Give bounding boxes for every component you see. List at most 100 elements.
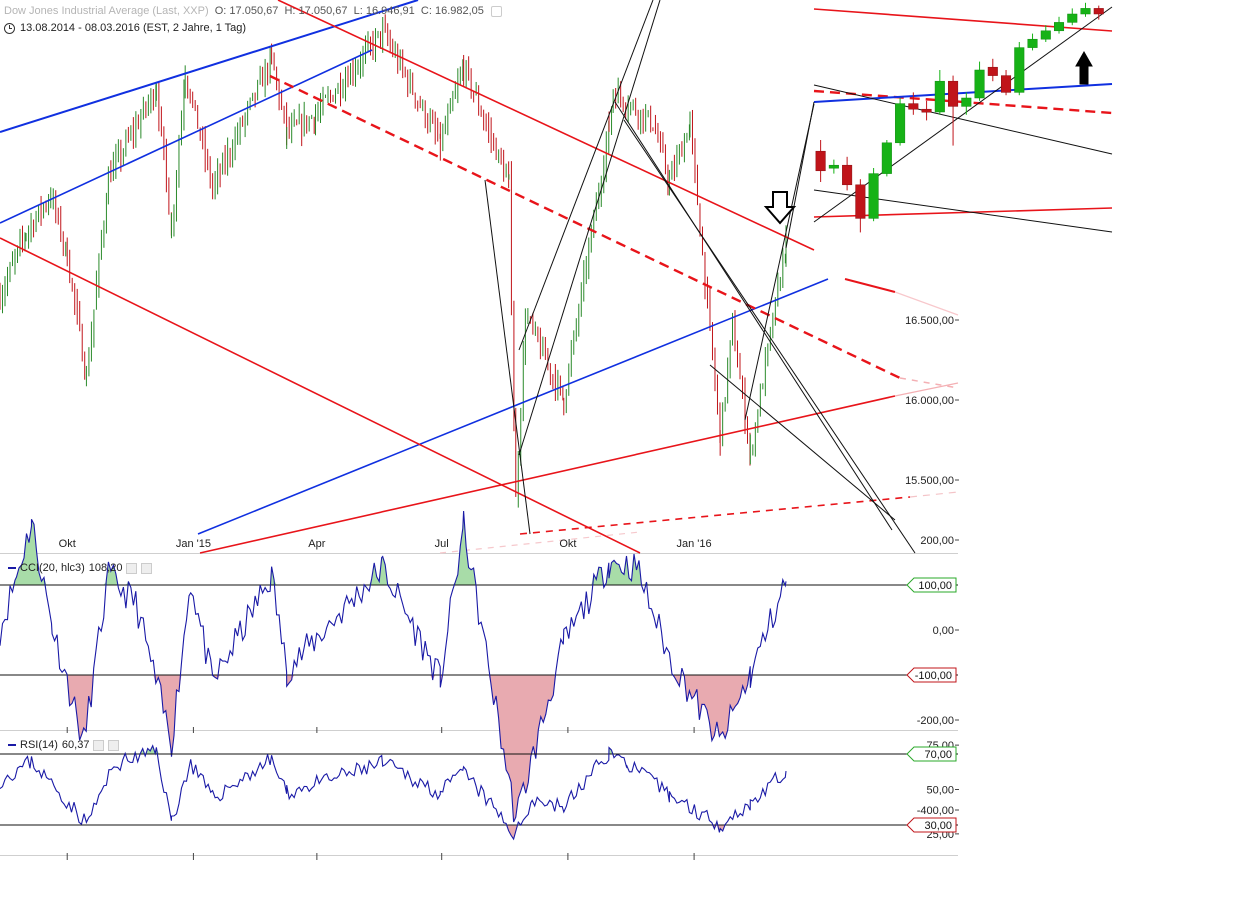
cci-value: 108,20 <box>88 562 123 574</box>
rsi-legend: RSI(14) 60,37 <box>8 739 120 751</box>
inset-candle <box>1054 22 1065 32</box>
cci-legend: CCI(20, hlc3) 108,20 <box>8 562 153 574</box>
inset-candle <box>1080 8 1091 15</box>
cci-label: CCI(20, hlc3) <box>20 562 85 574</box>
cci-lower-level-box: -100,00 <box>906 667 957 683</box>
inset-black-line <box>813 84 1113 155</box>
red-dashed-support-line-faded <box>909 491 959 498</box>
x-axis-label: Apr <box>308 538 325 550</box>
rsi-value: 60,37 <box>61 739 90 751</box>
cci-settings-icon[interactable] <box>126 562 138 574</box>
rsi-oversold-fill <box>0 825 786 840</box>
black-fan-line <box>614 101 893 531</box>
inset-candle <box>987 66 998 76</box>
blue-trend-line-lower <box>197 278 829 535</box>
rsi-y-tick-label: 50,00 <box>926 785 954 797</box>
rsi-lower-level-box-frame <box>906 817 957 833</box>
x-axis-label: Okt <box>59 538 76 550</box>
rsi-line <box>0 744 787 841</box>
rsi-close-icon[interactable] <box>108 739 120 751</box>
inset-candle <box>895 103 906 144</box>
inset-candle <box>948 80 959 107</box>
inset-candle <box>974 69 985 99</box>
x-axis-label: Jul <box>435 538 449 550</box>
rsi-lower-level-box: 30,00 <box>906 817 957 833</box>
red-trend-line <box>844 278 896 293</box>
blue-trend-line-upper <box>0 49 373 224</box>
blue-trend-line-upper <box>0 0 419 133</box>
inset-blue-line <box>813 83 1113 103</box>
x-axis-label: Jan '15 <box>176 538 211 550</box>
cci-y-tick-label: -400,00 <box>917 805 954 817</box>
rsi-upper-level-box-frame <box>906 746 957 762</box>
rsi-upper-level-box: 70,00 <box>906 746 957 762</box>
up-arrow-marker <box>1075 50 1093 85</box>
black-fan-line <box>744 103 815 421</box>
x-axis-label: Jan '16 <box>677 538 712 550</box>
inset-candle <box>934 80 945 113</box>
close-value: C: 16.982,05 <box>420 5 484 17</box>
black-fan-line <box>623 119 916 554</box>
inset-candle <box>842 164 853 186</box>
open-value: O: 17.050,67 <box>214 5 279 17</box>
cci-upper-level-box-text: 100,00 <box>918 580 952 592</box>
red-support-line-faded <box>894 382 959 397</box>
cci-series-swatch <box>8 567 16 569</box>
inset-candle <box>828 164 839 169</box>
inset-candle <box>1067 13 1078 23</box>
red-dashed-support-line-faded <box>439 531 641 554</box>
inset-candle <box>908 103 919 110</box>
cci-line <box>0 510 787 823</box>
red-dashed-trend-line <box>269 74 901 380</box>
inset-candle <box>881 142 892 174</box>
instrument-header: Dow Jones Industrial Average (Last, XXP)… <box>4 5 502 17</box>
inset-candle <box>868 173 879 219</box>
inset-candle <box>1027 38 1038 48</box>
settings-icon[interactable] <box>490 5 502 17</box>
red-trend-line <box>0 237 641 554</box>
cci-upper-level-box: 100,00 <box>906 577 957 593</box>
rsi-settings-icon[interactable] <box>93 739 105 751</box>
inset-candle <box>1001 75 1012 93</box>
black-fan-line <box>709 364 896 521</box>
inset-candle <box>1093 8 1104 15</box>
cci-lower-level-box-text: -100,00 <box>915 670 952 682</box>
inset-candle <box>921 108 932 113</box>
cci-y-tick-label: 0,00 <box>933 625 954 637</box>
cci-oversold-fill <box>0 675 786 822</box>
rsi-label: RSI(14) <box>20 739 58 751</box>
down-arrow-marker <box>763 191 797 225</box>
date-range: 13.08.2014 - 08.03.2016 (EST, 2 Jahre, 1… <box>20 22 247 34</box>
inset-candle <box>1040 30 1051 40</box>
clock-icon <box>4 22 15 34</box>
inset-candle <box>855 184 866 219</box>
red-trend-line-faded <box>894 291 959 316</box>
red-trend-line <box>277 0 815 251</box>
inset-candle <box>815 150 826 172</box>
inset-candle <box>961 97 972 107</box>
price-y-tick-label: 15.500,00 <box>905 475 954 487</box>
black-fan-line <box>518 0 661 456</box>
cci-y-tick-label: 200,00 <box>920 535 954 547</box>
black-fan-line <box>518 0 654 351</box>
rsi-series-swatch <box>8 744 16 746</box>
rsi-lower-level-box-text: 30,00 <box>924 820 952 832</box>
low-value: L: 16.946,91 <box>353 5 415 17</box>
high-value: H: 17.050,67 <box>284 5 348 17</box>
cci-close-icon[interactable] <box>141 562 153 574</box>
cci-lower-level-box-frame <box>906 667 957 683</box>
instrument-name: Dow Jones Industrial Average (Last, XXP) <box>4 5 209 17</box>
inset-black-line <box>785 101 815 249</box>
rsi-upper-level-box-text: 70,00 <box>924 749 952 761</box>
cci-y-tick-label: -200,00 <box>917 715 954 727</box>
red-support-line <box>199 395 896 554</box>
red-dashed-trend-line-faded <box>899 377 959 389</box>
black-fan-line <box>484 179 531 535</box>
x-axis-label: Okt <box>559 538 576 550</box>
red-dashed-support-line <box>519 496 911 535</box>
date-range-row: 13.08.2014 - 08.03.2016 (EST, 2 Jahre, 1… <box>4 22 246 34</box>
price-y-tick-label: 16.500,00 <box>905 315 954 327</box>
price-y-tick-label: 16.000,00 <box>905 395 954 407</box>
cci-upper-level-box-frame <box>906 577 957 593</box>
